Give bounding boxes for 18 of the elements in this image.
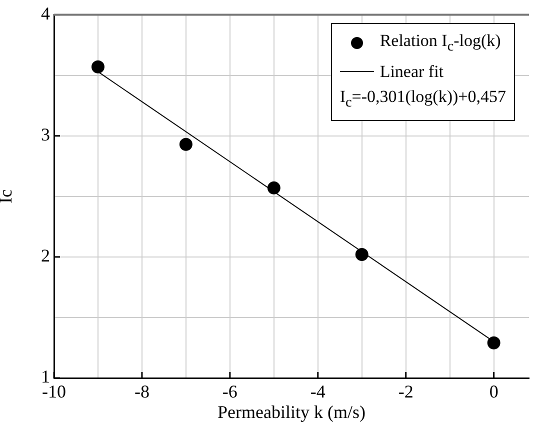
y-tick-label: 4 <box>41 4 50 24</box>
point <box>179 138 192 151</box>
annotation: I$_{c}$=-0,301(log(k))+0,457 <box>340 86 506 113</box>
x-axis-title: Permeability k (m/s) <box>218 402 366 422</box>
x-tick-label: -2 <box>398 382 414 402</box>
x-tick-label: -4 <box>310 382 326 402</box>
point <box>355 248 368 262</box>
x-tick-label: -8 <box>134 382 150 402</box>
point <box>487 336 500 350</box>
x-tick-label: -6 <box>222 382 238 402</box>
y-tick-label: 3 <box>41 124 50 145</box>
point <box>91 60 104 74</box>
point <box>267 181 280 194</box>
y-tick-label: 2 <box>41 246 50 266</box>
legend-label: Relation I$_{c}$-log(k) <box>380 30 501 56</box>
x-tick-label: 0 <box>489 382 498 402</box>
y-axis-title: Ic <box>0 189 16 204</box>
legend-label: Linear fit <box>380 61 444 84</box>
